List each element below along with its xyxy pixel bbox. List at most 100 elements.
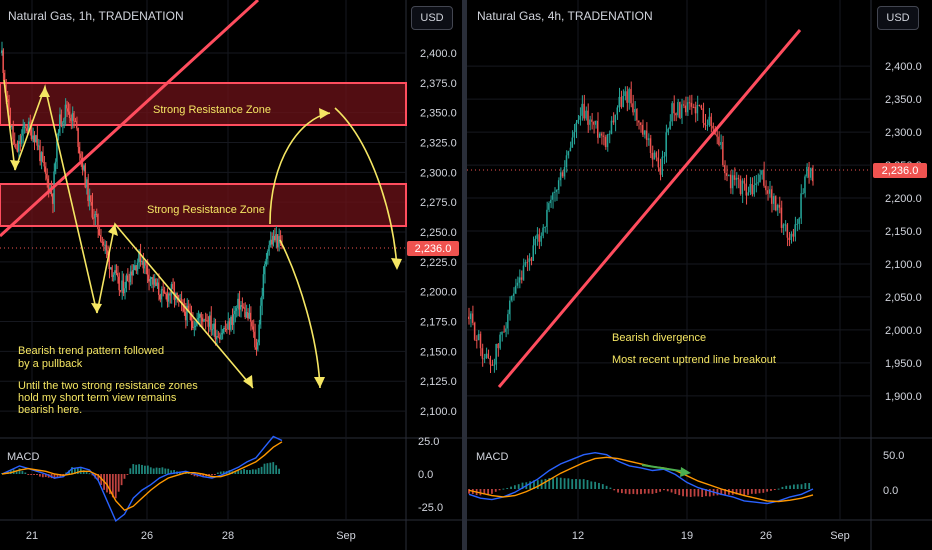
candle-body: [85, 179, 88, 188]
candle-body: [155, 278, 157, 286]
time-axis[interactable]: 12 19 26 Sep: [572, 530, 850, 542]
time-axis[interactable]: 21 26 28 Sep: [26, 530, 356, 542]
chart-panel-left[interactable]: Strong Resistance Zone Strong Resistance…: [0, 0, 462, 550]
candle-body: [63, 118, 65, 123]
candles: [468, 81, 814, 374]
candle-body: [733, 175, 736, 180]
candle-body: [524, 262, 527, 266]
macd-histogram-bar: [100, 474, 103, 486]
macd-histogram-bar: [479, 489, 482, 496]
candle-body: [552, 192, 554, 200]
note-line: hold my short term view remains: [18, 392, 177, 404]
macd-histogram-bar: [117, 474, 120, 492]
candle-body: [47, 178, 49, 192]
candle-body: [528, 258, 530, 263]
candle-body: [597, 120, 599, 138]
candle-body: [573, 132, 575, 138]
candle-body: [169, 293, 171, 296]
candle-body: [585, 110, 587, 119]
currency-button[interactable]: USD: [411, 6, 453, 30]
resistance-zone-upper: [0, 82, 407, 126]
macd-histogram-bar: [202, 474, 205, 478]
macd-histogram-bar: [678, 489, 681, 496]
macd-histogram-bar: [88, 473, 91, 475]
macd-histogram-bar: [598, 482, 600, 489]
macd-histogram-bar: [632, 489, 635, 494]
candle-body: [218, 337, 220, 340]
candle-body: [256, 342, 259, 350]
price-tick-label: 2,200.0: [885, 193, 922, 205]
candle-body: [139, 250, 141, 263]
macd-histogram-bar: [800, 484, 803, 489]
candle-body: [8, 99, 10, 116]
candle-body: [559, 172, 562, 181]
candle-body: [774, 196, 777, 211]
chart-canvas-right[interactable]: Bearish divergence Most recent uptrend l…: [467, 0, 932, 550]
candle-body: [694, 106, 697, 114]
macd-histogram-bar: [559, 477, 562, 489]
time-tick-label: Sep: [336, 530, 356, 542]
chart-title: Natural Gas, 4h, TRADENATION: [477, 9, 653, 23]
candle-body: [688, 102, 691, 104]
macd-histogram-bar: [777, 488, 780, 490]
candle-body: [802, 193, 804, 195]
candle-body: [651, 152, 654, 160]
arrowhead: [91, 303, 102, 313]
candle-body: [104, 244, 106, 246]
candle-body: [230, 316, 232, 330]
price-tag-text: 2,236.0: [415, 243, 452, 255]
candle-body: [51, 194, 54, 204]
candle-body: [563, 167, 566, 177]
candle-body: [153, 278, 155, 285]
candle-body: [808, 166, 810, 178]
candle-body: [40, 152, 42, 162]
panel-divider[interactable]: [462, 0, 467, 550]
candle-body: [485, 353, 487, 359]
candle-body: [555, 190, 558, 192]
macd-histogram-bar: [617, 489, 619, 493]
candle-body: [17, 141, 20, 152]
candle-body: [479, 333, 482, 349]
candle-body: [698, 104, 701, 106]
candle-body: [238, 298, 240, 310]
candle-body: [125, 275, 127, 289]
chart-canvas-left[interactable]: Strong Resistance Zone Strong Resistance…: [0, 0, 462, 550]
candle-body: [108, 255, 110, 270]
macd-histogram-bar: [126, 474, 129, 475]
price-axis[interactable]: 2,400.02,350.02,300.02,250.02,200.02,150…: [883, 61, 922, 497]
candle-body: [659, 167, 661, 175]
candle-body: [640, 122, 642, 125]
chart-panel-right[interactable]: Bearish divergence Most recent uptrend l…: [467, 0, 932, 550]
candle-body: [208, 315, 211, 327]
candle-body: [624, 91, 626, 96]
candle-body: [190, 313, 192, 321]
candle-body: [276, 234, 278, 248]
candle-body: [211, 329, 213, 331]
candle-body: [101, 241, 103, 243]
candle-body: [481, 348, 484, 359]
candle-body: [23, 126, 25, 128]
candle-body: [187, 305, 189, 312]
candle-body: [156, 282, 158, 286]
macd-histogram-bar: [184, 472, 187, 474]
arrowhead: [680, 467, 691, 477]
candle-body: [182, 302, 184, 304]
last-price-tag: 2,236.0: [873, 163, 927, 178]
resistance-zone-lower: [0, 183, 407, 227]
candle-body: [84, 165, 86, 188]
time-tick-label: 12: [572, 530, 584, 542]
macd-histogram-bar: [571, 479, 574, 489]
candle-body: [798, 218, 800, 224]
macd-histogram-bar: [120, 474, 123, 486]
candle-body: [116, 273, 119, 277]
macd-histogram-bar: [129, 468, 132, 474]
price-axis[interactable]: 2,400.0 2,375.0 2,350.0 2,325.0 2,300.0 2,275…: [418, 48, 457, 514]
candle-body: [755, 183, 757, 185]
candle-body: [34, 135, 37, 143]
candle-body: [128, 281, 130, 283]
projection-arc-down: [279, 239, 321, 389]
candle-body: [550, 199, 552, 204]
candle-body: [684, 105, 687, 113]
candle-body: [540, 235, 542, 242]
currency-button[interactable]: USD: [877, 6, 919, 30]
